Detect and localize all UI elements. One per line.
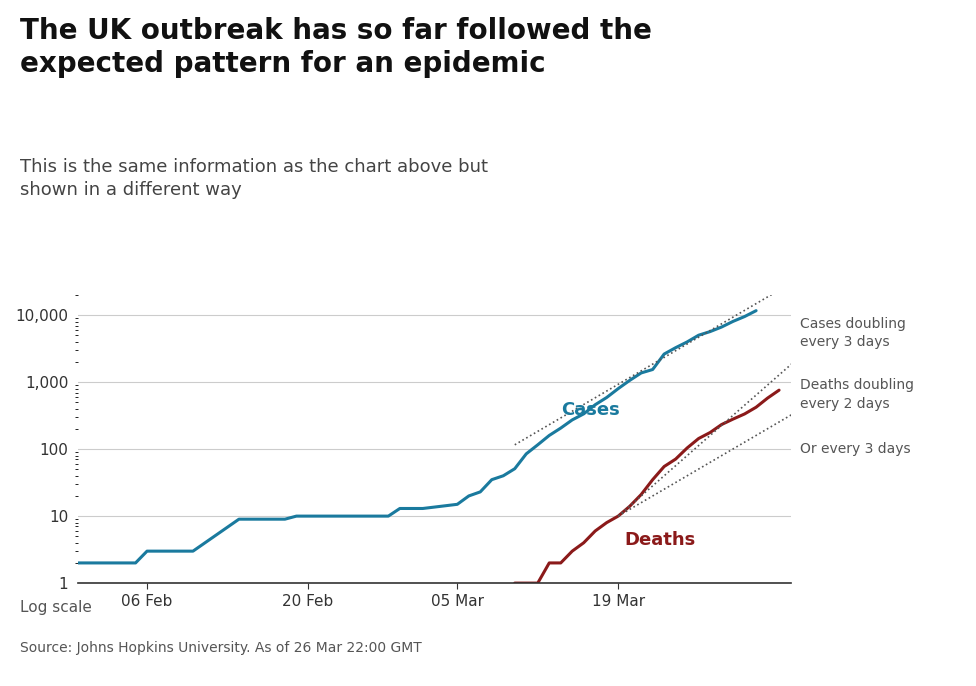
Text: Cases: Cases [561, 401, 620, 419]
Text: Cases doubling
every 3 days: Cases doubling every 3 days [800, 316, 906, 349]
Text: Source: Johns Hopkins University. As of 26 Mar 22:00 GMT: Source: Johns Hopkins University. As of … [20, 641, 422, 655]
Text: Deaths: Deaths [624, 531, 695, 549]
Text: BBC: BBC [890, 650, 935, 667]
Text: Deaths doubling
every 2 days: Deaths doubling every 2 days [800, 378, 915, 411]
Text: Log scale: Log scale [20, 600, 92, 615]
Text: Or every 3 days: Or every 3 days [800, 442, 911, 456]
Text: This is the same information as the chart above but
shown in a different way: This is the same information as the char… [20, 158, 488, 200]
Text: The UK outbreak has so far followed the
expected pattern for an epidemic: The UK outbreak has so far followed the … [20, 17, 651, 78]
